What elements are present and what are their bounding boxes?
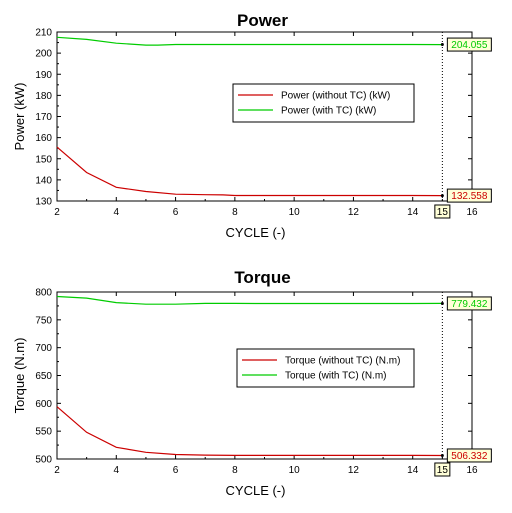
series-line-without-tc: [56, 146, 443, 197]
x-tick-label: 12: [348, 465, 360, 476]
y-tick-label: 170: [35, 112, 52, 123]
y-tick-label: 750: [35, 315, 52, 326]
x-tick-label: 8: [232, 465, 238, 476]
x-tick-label: 2: [54, 207, 60, 218]
end-value-label: 506.332: [451, 451, 488, 462]
end-value-label: 204.055: [451, 40, 488, 51]
y-tick-label: 150: [35, 154, 52, 165]
x-tick-label: 16: [466, 465, 478, 476]
y-tick-label: 550: [35, 427, 52, 438]
y-tick-label: 800: [35, 288, 52, 299]
chart-panel-power: Power 130 140 150 160 170 180 190 200 210 2 4 6 8 10 12…: [12, 11, 492, 240]
cursor-x-label: 15: [437, 207, 449, 218]
x-tick-label: 10: [289, 207, 301, 218]
y-tick-label: 650: [35, 371, 52, 382]
y-tick-label: 180: [35, 91, 52, 102]
y-tick-label: 160: [35, 133, 52, 144]
x-tick-label: 8: [232, 207, 238, 218]
legend: Torque (without TC) (N.m) Torque (with TC…: [236, 348, 415, 388]
y-axis-label: Power (kW): [12, 83, 27, 151]
end-value-label: 132.558: [451, 191, 488, 202]
y-tick-label: 140: [35, 175, 52, 186]
legend-box: [236, 348, 415, 388]
cursor-marker: [440, 43, 444, 47]
value-label-box: [446, 296, 492, 311]
x-axis-label: CYCLE (-): [226, 225, 286, 240]
chart-title: Torque: [234, 268, 290, 287]
series-line-without-tc: [56, 406, 443, 457]
cursor-marker: [440, 194, 444, 198]
x-tick-label: 6: [173, 465, 179, 476]
cursor-x-label: 15: [437, 465, 449, 476]
y-axis-label: Torque (N.m): [12, 338, 27, 414]
value-label-box: [446, 448, 492, 463]
cursor-x-box: [434, 204, 451, 219]
y-tick-label: 200: [35, 49, 52, 60]
y-tick-label: 700: [35, 343, 52, 354]
legend-box: [232, 83, 415, 123]
cursor-x-box: [434, 462, 451, 477]
legend-entry: Torque (with TC) (N.m): [285, 371, 387, 382]
x-tick-label: 14: [407, 207, 419, 218]
x-tick-label: 6: [173, 207, 179, 218]
x-tick-label: 12: [348, 207, 360, 218]
value-label-box: [446, 188, 492, 203]
series-line-with-tc: [56, 295, 443, 305]
y-tick-label: 500: [35, 455, 52, 466]
y-tick-label: 190: [35, 70, 52, 81]
x-tick-label: 16: [466, 207, 478, 218]
x-tick-label: 10: [289, 465, 301, 476]
legend-entry: Power (without TC) (kW): [281, 91, 390, 102]
cursor-marker: [440, 301, 444, 305]
x-tick-label: 4: [114, 465, 120, 476]
x-tick-label: 2: [54, 465, 60, 476]
cursor-marker: [440, 453, 444, 457]
x-tick-label: 4: [114, 207, 120, 218]
x-tick-label: 14: [407, 465, 419, 476]
x-axis-label: CYCLE (-): [226, 483, 286, 498]
legend: Power (without TC) (kW) Power (with TC) (…: [232, 83, 415, 123]
y-tick-label: 210: [35, 28, 52, 39]
y-tick-label: 600: [35, 399, 52, 410]
series-line-with-tc: [56, 36, 443, 46]
legend-entry: Power (with TC) (kW): [281, 106, 376, 117]
end-value-label: 779.432: [451, 299, 488, 310]
y-tick-label: 130: [35, 197, 52, 208]
value-label-box: [446, 37, 492, 52]
chart-panel-torque: Torque 500 550 600 650 700 750 800 2 4 6 8 10 12 14 16 C…: [12, 268, 492, 498]
legend-entry: Torque (without TC) (N.m): [285, 356, 400, 367]
chart-title: Power: [237, 11, 288, 30]
